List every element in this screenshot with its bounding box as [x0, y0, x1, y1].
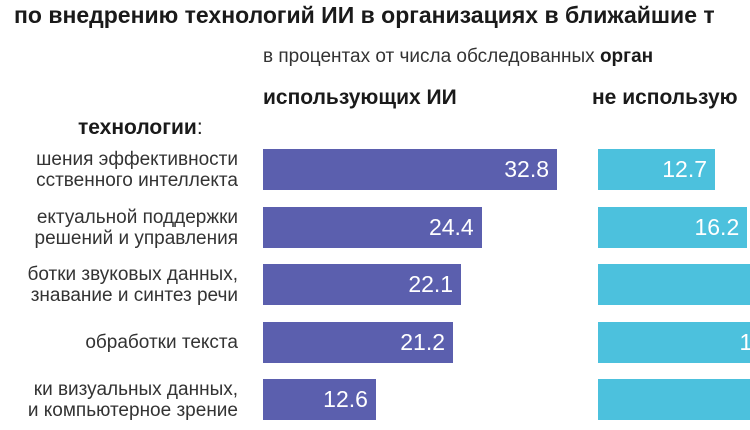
- series-1-bar: 24.4: [263, 207, 482, 248]
- category-label: шения эффективности сственного интеллекта: [36, 149, 238, 191]
- bar-value-label: 12.7: [662, 156, 707, 182]
- series-1-bar: 21.2: [263, 322, 454, 363]
- series-1-header: использующих ИИ: [263, 86, 457, 109]
- series-2-bar: 16.2: [598, 207, 748, 248]
- category-label-line: решений и управления: [34, 227, 238, 249]
- series-2-bar: 2: [598, 264, 750, 305]
- subtitle-text: в процентах от числа обследованных: [263, 46, 600, 67]
- row-header-label: технологии: [78, 116, 197, 139]
- category-label-line: ботки звуковых данных,: [27, 263, 238, 285]
- series-2-bar: 19: [598, 322, 750, 363]
- series-1-bar: 22.1: [263, 264, 462, 305]
- category-label-line: сственного интеллекта: [36, 169, 238, 191]
- category-label: ектуальной поддержки решений и управления: [35, 207, 238, 249]
- subtitle-bold-text: орган: [599, 46, 654, 67]
- category-label-line: ектуальной поддержки: [36, 206, 238, 228]
- bar-value-label: 12.6: [323, 386, 368, 412]
- category-label: обработки текста: [85, 332, 238, 353]
- category-label: ки визуальных данных, и компьютерное зрен…: [28, 379, 238, 421]
- series-2-header: не использую: [592, 86, 738, 109]
- series-2-bar: [598, 379, 750, 420]
- category-label-line: обработки текста: [85, 332, 238, 353]
- category-label-line: и компьютерное зрение: [27, 399, 238, 421]
- row-header: технологии:: [78, 116, 203, 140]
- bar-value-label: 16.2: [694, 214, 740, 240]
- category-label-line: шения эффективности: [36, 148, 238, 170]
- bar-value-label: 21.2: [400, 329, 446, 355]
- bar-value-label: 32.8: [504, 156, 549, 182]
- category-label-line: ки визуальных данных,: [33, 378, 238, 400]
- category-label: ботки звуковых данных, знавание и синтез …: [27, 264, 238, 306]
- row-header-colon: :: [196, 116, 203, 139]
- chart-title: по внедрению технологий ИИ в организация…: [14, 2, 715, 28]
- category-label-line: знавание и синтез речи: [30, 284, 238, 306]
- chart-subtitle: в процентах от числа обследованных орган: [263, 46, 653, 68]
- bar-value-label: 19: [739, 329, 750, 355]
- series-2-bar: 12.7: [598, 149, 715, 190]
- series-1-bar: 32.8: [263, 149, 557, 190]
- series-1-bar: 12.6: [263, 379, 376, 420]
- bar-value-label: 24.4: [428, 214, 474, 240]
- bar-value-label: 22.1: [408, 271, 454, 297]
